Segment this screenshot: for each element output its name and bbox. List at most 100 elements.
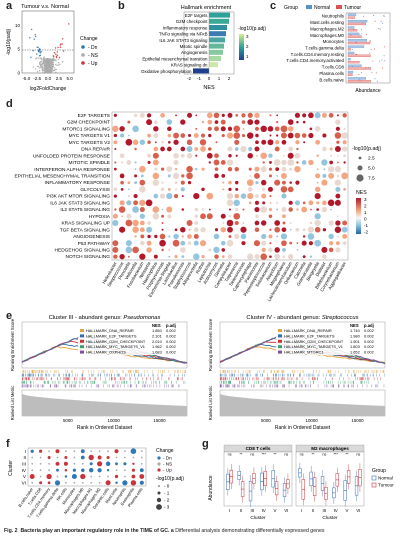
volcano-point bbox=[39, 57, 41, 60]
dotplot-dot bbox=[226, 159, 234, 166]
dotplot-dot bbox=[308, 200, 314, 206]
dotplot-dot bbox=[254, 254, 260, 260]
dotplot-color-tick: 0 bbox=[364, 217, 367, 222]
dotplot-dot bbox=[343, 161, 346, 164]
cluster-dot bbox=[39, 462, 42, 465]
abundance-category-label: Macrophages.M0 bbox=[310, 33, 344, 38]
dotplot-dot bbox=[134, 181, 138, 185]
dotplot-dot bbox=[139, 213, 145, 219]
dotplot-dot bbox=[322, 173, 327, 178]
dotplot-dot bbox=[201, 120, 205, 124]
dotplot-dot bbox=[247, 253, 254, 260]
hallmark-bar bbox=[209, 18, 229, 24]
abundance-category-label: T.cells.gamma.delta bbox=[305, 46, 344, 51]
dotplot-dot bbox=[342, 113, 347, 118]
dotplot-dot bbox=[132, 139, 139, 146]
dotplot-dot bbox=[289, 241, 293, 245]
dotplot-dot bbox=[248, 201, 252, 205]
cluster-dot bbox=[73, 450, 76, 453]
panel-d: d E2F TARGETS G2M CHECKPOINT MTORC1 SIGNAL… bbox=[0, 98, 400, 310]
dotplot-dot bbox=[261, 247, 266, 253]
dotplot-dot bbox=[234, 220, 239, 226]
volcano-point bbox=[49, 59, 51, 62]
abundance-point bbox=[381, 22, 383, 24]
volcano-point bbox=[36, 70, 39, 73]
dotplot-dot bbox=[342, 241, 347, 246]
dotplot-dot bbox=[280, 125, 288, 133]
dotplot-dot bbox=[287, 126, 294, 132]
dotplot-dot bbox=[180, 153, 185, 158]
dotplot-dot bbox=[200, 213, 206, 220]
cluster-dot bbox=[81, 462, 84, 465]
boxplot-sig-label: ns bbox=[284, 453, 288, 457]
cluster-legend-label: - Up bbox=[163, 468, 172, 473]
dotplot-dot bbox=[113, 187, 118, 192]
cluster-row-label: III bbox=[22, 461, 26, 466]
cluster-dot bbox=[123, 462, 127, 466]
cluster-dot bbox=[89, 462, 93, 466]
dotplot-dot bbox=[194, 207, 199, 212]
dotplot-dot bbox=[161, 181, 164, 184]
volcano-point bbox=[46, 58, 48, 60]
dotplot-dot bbox=[280, 186, 288, 193]
abundance-point bbox=[372, 60, 374, 62]
dotplot-dot bbox=[132, 226, 139, 233]
gsea-table-head: p.adj bbox=[166, 323, 176, 328]
boxplot-legend-swatch bbox=[371, 475, 377, 481]
gsea-set-name: HALLMARK_MYC_TARGETS_V1 bbox=[284, 344, 343, 349]
dotplot-dot bbox=[139, 207, 145, 213]
dotplot-dot bbox=[316, 208, 320, 211]
dotplot-dot bbox=[152, 206, 160, 213]
dotplot-dot bbox=[174, 168, 178, 171]
dotplot-dot bbox=[181, 255, 185, 258]
dotplot-row-label: GLYCOLYSIS bbox=[80, 187, 110, 193]
dotplot-dot bbox=[315, 139, 321, 145]
dotplot-dot bbox=[254, 119, 260, 125]
dotplot-dot bbox=[152, 159, 159, 166]
dotplot-dot bbox=[246, 179, 254, 186]
dotplot-dot bbox=[328, 172, 335, 179]
legend-normal-label: Normal bbox=[314, 5, 330, 11]
dotplot-dot bbox=[167, 133, 172, 138]
dotplot-row-label: PI3K AKT MTOR SIGNALING bbox=[46, 194, 110, 200]
dotplot-dot bbox=[159, 239, 166, 247]
cluster-legend-dot bbox=[157, 462, 161, 466]
gsea-title-genus: Pseudomonas bbox=[123, 315, 160, 321]
dotplot-dot bbox=[260, 179, 267, 186]
dotplot-dot bbox=[294, 112, 300, 118]
dotplot-dot bbox=[314, 226, 321, 233]
dotplot-dot bbox=[172, 239, 180, 247]
volcano-legend-label: - Up bbox=[88, 61, 98, 67]
hallmark-bar bbox=[209, 25, 227, 30]
volcano-point bbox=[33, 38, 35, 40]
dotplot-dot bbox=[220, 227, 226, 233]
cluster-dot bbox=[98, 450, 101, 453]
volcano-point bbox=[41, 62, 44, 64]
dotplot-row-label: HYPOXIA bbox=[89, 214, 111, 220]
dotplot-dot bbox=[314, 219, 321, 227]
volcano-point bbox=[41, 68, 43, 70]
volcano-point bbox=[56, 54, 59, 56]
dotplot-dot bbox=[172, 172, 180, 180]
cluster-dot bbox=[30, 449, 34, 453]
cluster-dot bbox=[47, 456, 51, 459]
dotplot-dot bbox=[247, 152, 253, 159]
dotplot-dot bbox=[180, 226, 186, 233]
gsea-title: Cluster IV - abundant genus: Streptococc… bbox=[246, 315, 358, 321]
dotplot-dot bbox=[195, 127, 198, 130]
boxplot-facet-label: M2 macrophages bbox=[311, 446, 349, 451]
volcano-point bbox=[34, 35, 37, 38]
dotplot-dot bbox=[269, 161, 272, 164]
panel-label-b: b bbox=[118, 0, 125, 12]
dotplot-dot bbox=[337, 154, 339, 157]
volcano-point bbox=[36, 65, 39, 68]
dotplot-dot bbox=[194, 147, 199, 151]
volcano-point bbox=[40, 50, 43, 53]
volcano-point bbox=[53, 67, 56, 69]
dotplot-dot bbox=[173, 233, 179, 240]
volcano-xtick: -2.5 bbox=[33, 76, 41, 81]
dotplot-dot bbox=[262, 201, 266, 205]
dotplot-dot bbox=[119, 200, 125, 206]
cluster-dot bbox=[130, 480, 137, 486]
volcano-point bbox=[39, 61, 41, 63]
